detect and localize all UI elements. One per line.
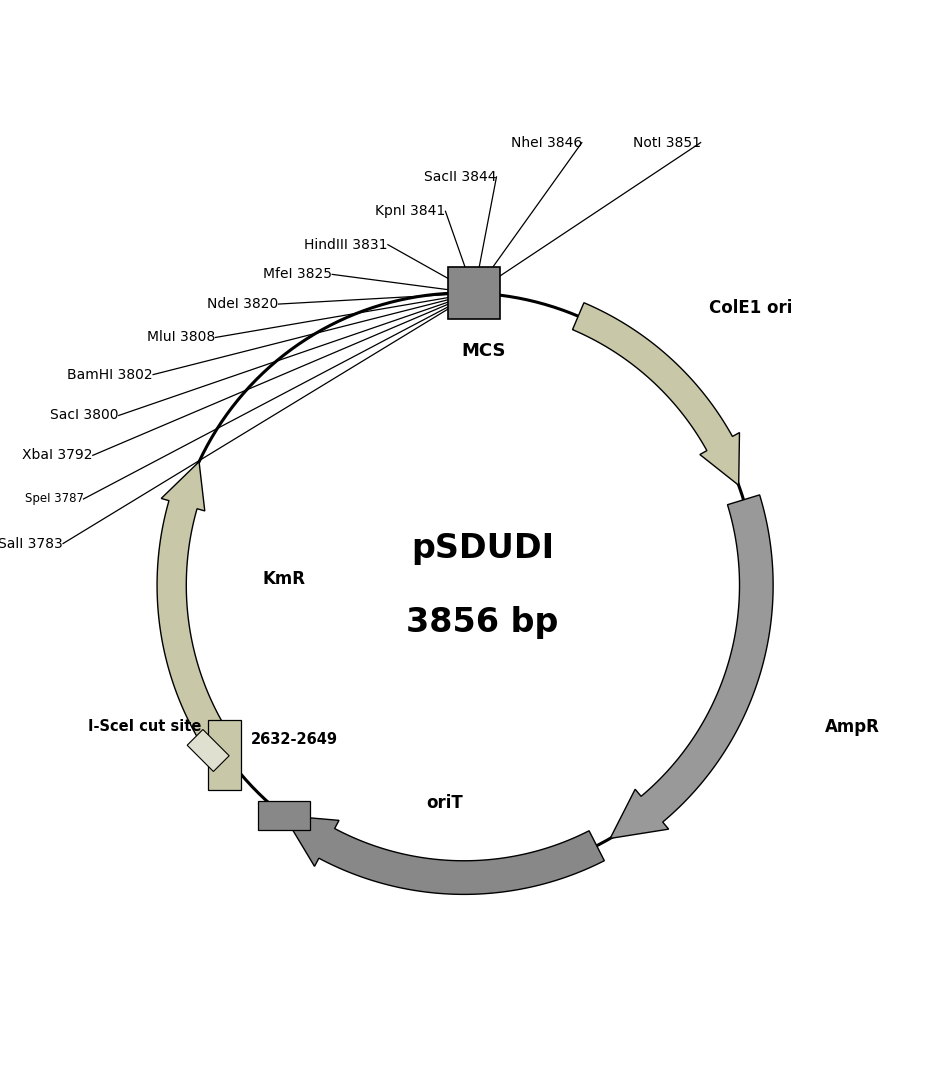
Polygon shape — [157, 462, 236, 761]
Polygon shape — [610, 495, 772, 838]
Bar — [208, 721, 241, 790]
Text: BamHI 3802: BamHI 3802 — [68, 367, 153, 382]
Polygon shape — [284, 815, 603, 895]
Text: SacI 3800: SacI 3800 — [50, 409, 119, 423]
Text: ColE1 ori: ColE1 ori — [708, 299, 792, 317]
Polygon shape — [572, 302, 739, 485]
Bar — [448, 267, 500, 320]
Text: HindIII 3831: HindIII 3831 — [304, 238, 387, 252]
Text: NheI 3846: NheI 3846 — [510, 136, 581, 150]
Text: 2632-2649: 2632-2649 — [250, 732, 337, 747]
Text: KmR: KmR — [262, 570, 305, 588]
Text: oriT: oriT — [426, 794, 463, 812]
Text: SalI 3783: SalI 3783 — [0, 537, 63, 550]
Text: MluI 3808: MluI 3808 — [146, 330, 215, 345]
Text: AmpR: AmpR — [824, 717, 879, 736]
Text: pSDUDI: pSDUDI — [411, 532, 553, 564]
Text: I-SceI cut site: I-SceI cut site — [88, 720, 201, 735]
Bar — [187, 729, 229, 772]
Text: NotI 3851: NotI 3851 — [632, 136, 700, 150]
Text: NdeI 3820: NdeI 3820 — [207, 297, 278, 311]
Text: XbaI 3792: XbaI 3792 — [22, 448, 93, 462]
Text: KpnI 3841: KpnI 3841 — [375, 204, 445, 218]
Bar — [258, 801, 310, 830]
Text: MfeI 3825: MfeI 3825 — [263, 267, 332, 282]
Text: SacII 3844: SacII 3844 — [424, 170, 496, 184]
Text: 3856 bp: 3856 bp — [406, 605, 558, 639]
Text: MCS: MCS — [461, 342, 505, 360]
Text: SpeI 3787: SpeI 3787 — [24, 492, 83, 505]
